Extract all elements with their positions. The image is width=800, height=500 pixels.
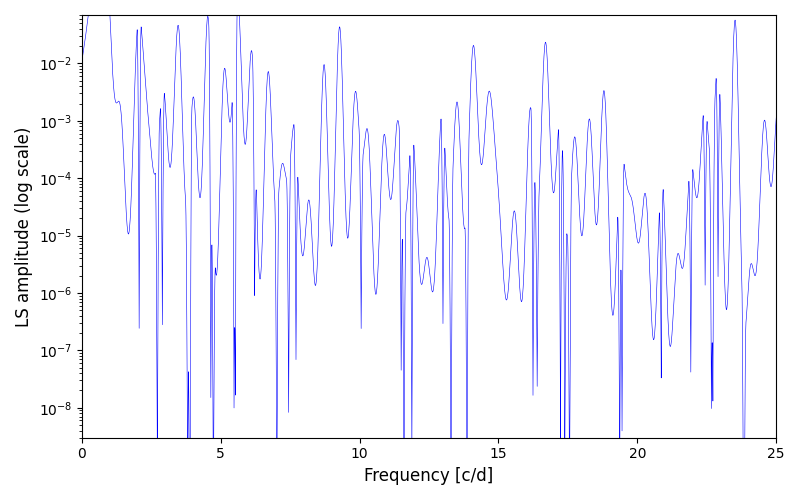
Y-axis label: LS amplitude (log scale): LS amplitude (log scale) — [15, 126, 33, 326]
X-axis label: Frequency [c/d]: Frequency [c/d] — [364, 467, 494, 485]
